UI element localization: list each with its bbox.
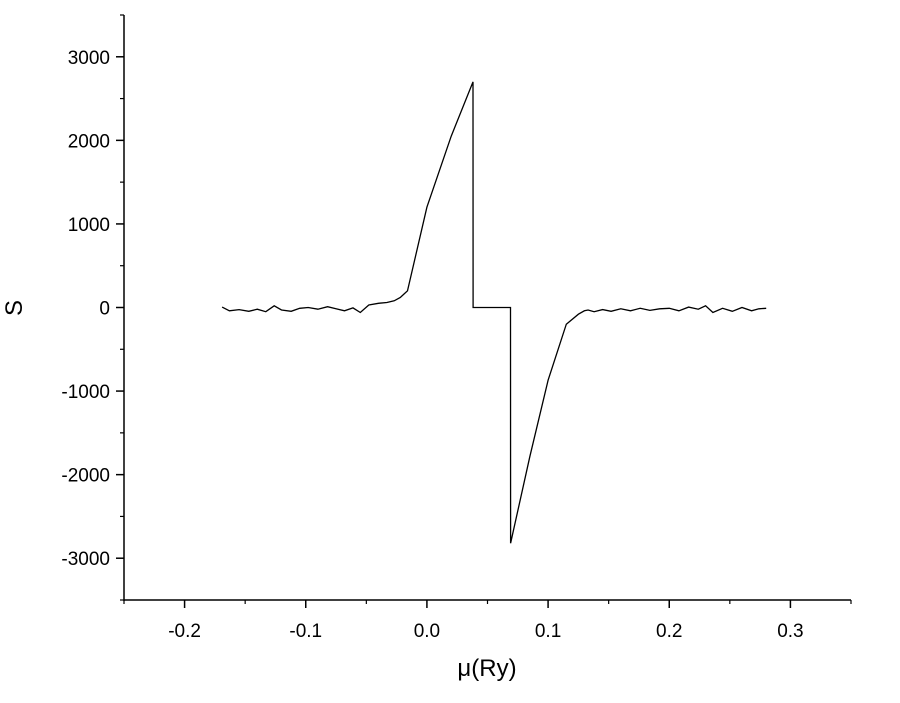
- y-tick-label: -1000: [61, 382, 110, 403]
- y-tick-label: 3000: [68, 48, 110, 69]
- x-tick-label: 0.1: [535, 621, 561, 642]
- x-tick-label: 0.0: [414, 621, 440, 642]
- x-tick-labels: -0.2 -0.1 0.0 0.1 0.2 0.3: [168, 621, 803, 642]
- x-axis-title: μ(Ry): [457, 655, 516, 682]
- y-ticks: [116, 14, 124, 601]
- x-tick-label: -0.2: [168, 621, 201, 642]
- y-tick-label: 1000: [68, 215, 110, 236]
- y-tick-label: 2000: [68, 131, 110, 152]
- y-axis-title: S: [1, 300, 28, 316]
- y-tick-label: 0: [99, 299, 110, 320]
- y-tick-labels: 3000 2000 1000 0 -1000 -2000 -3000: [61, 48, 110, 570]
- x-tick-label: 0.2: [656, 621, 682, 642]
- y-tick-label: -3000: [61, 549, 110, 570]
- series-line: [221, 81, 767, 544]
- x-tick-label: -0.1: [289, 621, 322, 642]
- y-tick-label: -2000: [61, 466, 110, 487]
- x-ticks: [123, 600, 852, 608]
- x-tick-label: 0.3: [777, 621, 803, 642]
